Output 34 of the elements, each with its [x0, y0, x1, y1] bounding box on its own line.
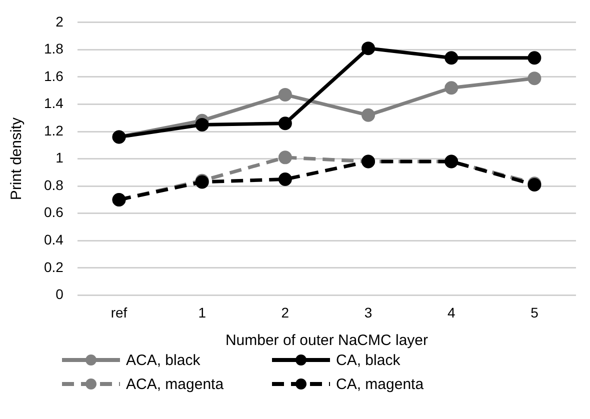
point	[278, 150, 292, 164]
x-axis-title: Number of outer NaCMC layer	[225, 332, 428, 350]
x-tick-label: 2	[281, 304, 290, 320]
point	[278, 172, 292, 186]
point	[528, 51, 542, 65]
y-tick-label: 1.2	[44, 122, 64, 138]
legend-label: ACA, black	[126, 352, 200, 368]
y-tick-label: 2	[56, 13, 64, 30]
point	[444, 51, 458, 65]
legend-label: ACA, magenta	[126, 376, 224, 392]
point	[362, 42, 376, 56]
x-tick-label: ref	[110, 304, 128, 320]
legend-label: CA, black	[336, 352, 400, 368]
x-tick-label: 5	[530, 304, 539, 320]
legend-label: CA, magenta	[336, 376, 424, 392]
point	[444, 81, 458, 95]
y-tick-label: 0.4	[44, 232, 64, 248]
y-tick-label: 1	[56, 150, 64, 166]
x-tick-label: 3	[364, 304, 372, 320]
point	[528, 72, 542, 86]
y-tick-label: 0	[56, 286, 64, 302]
point	[195, 118, 209, 132]
x-tick-label: 4	[447, 304, 456, 320]
point	[278, 88, 292, 102]
y-tick-label: 1.8	[44, 40, 64, 57]
y-axis-title: Print density	[8, 117, 26, 200]
x-tick-label: 1	[198, 304, 206, 320]
point	[362, 108, 376, 122]
y-tick-label: 0.8	[44, 176, 64, 193]
y-tick-label: 0.6	[44, 204, 64, 220]
point	[278, 116, 292, 130]
y-tick-label: 1.6	[44, 68, 64, 84]
y-tick-label: 0.2	[44, 258, 64, 275]
y-tick-label: 1.4	[44, 95, 64, 112]
